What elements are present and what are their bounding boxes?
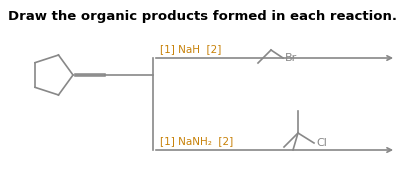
Text: Br: Br	[285, 53, 297, 63]
Text: [1] NaNH₂  [2]: [1] NaNH₂ [2]	[160, 136, 233, 146]
Text: Cl: Cl	[316, 138, 327, 148]
Text: Draw the organic products formed in each reaction.: Draw the organic products formed in each…	[8, 10, 397, 23]
Text: [1] NaH  [2]: [1] NaH [2]	[160, 44, 221, 54]
